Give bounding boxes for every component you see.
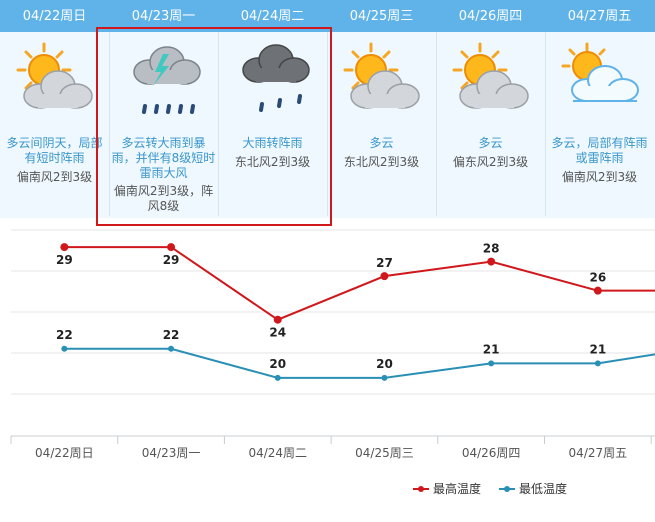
data-point: [487, 257, 496, 266]
x-tick-label: 04/25周三: [355, 446, 414, 460]
x-tick-label: 04/23周一: [142, 446, 201, 460]
temperature-line-chart: 29 29 24 27 28 26 22 22 20 20 21 21 04/22周日 04/23周一 0…: [10, 229, 655, 496]
column-divider: [109, 32, 110, 216]
forecast-day-3: 大雨转阵雨 东北风2到3级: [218, 32, 327, 218]
column-divider: [327, 32, 328, 216]
column-divider: [545, 32, 546, 216]
data-point: [167, 243, 176, 252]
data-point: [594, 360, 601, 367]
data-label: 29: [163, 253, 180, 267]
forecast-day-2: 多云转大雨到暴雨，并伴有8级短时雷雨大风 偏南风2到3级，阵风8级: [109, 32, 218, 218]
column-divider: [436, 32, 437, 216]
wind-info: 偏南风2到3级: [16, 170, 93, 184]
data-label: 24: [269, 326, 286, 340]
legend-marker: [504, 486, 510, 492]
wind-info: 偏南风2到3级，阵风8级: [113, 184, 214, 213]
date-header-6: 04/27周五: [567, 9, 632, 24]
sun-light-cloud-icon: [561, 42, 639, 102]
forecast-date-header: 04/22周日 04/23周一 04/24周二 04/25周三 04/26周四 …: [0, 0, 655, 32]
data-point: [61, 345, 68, 352]
series-line-high: [64, 246, 599, 321]
data-label: 21: [483, 342, 500, 356]
data-point: [168, 345, 175, 352]
date-header-5: 04/26周四: [458, 9, 523, 24]
series-line-continuation: [597, 353, 655, 365]
column-divider: [218, 32, 219, 216]
data-point: [593, 286, 602, 295]
data-point: [60, 243, 69, 252]
legend-label: 最高温度: [433, 481, 481, 496]
wind-info: 偏南风2到3级: [561, 170, 638, 184]
wind-info: 东北风2到3级: [343, 155, 420, 169]
data-point: [273, 315, 282, 324]
weather-description: 大雨转阵雨: [242, 136, 303, 150]
forecast-day-6: 多云，局部有阵雨或雷阵雨 偏南风2到3级: [545, 32, 654, 218]
data-point: [488, 360, 495, 367]
wind-info: 东北风2到3级: [234, 155, 311, 169]
data-label: 28: [483, 242, 500, 256]
weather-description: 多云: [478, 136, 503, 150]
wind-info: 偏东风2到3级: [452, 155, 529, 169]
data-label: 21: [589, 342, 606, 356]
cloud-lightning-rain-icon: [133, 46, 201, 114]
weather-description: 多云间阴天，局部有短时阵雨: [6, 136, 103, 165]
weather-description: 多云转大雨到暴雨，并伴有8级短时雷雨大风: [111, 136, 216, 180]
forecast-day-5: 多云 偏东风2到3级: [436, 32, 545, 218]
legend-label: 最低温度: [519, 481, 567, 496]
x-tick-label: 04/27周五: [569, 446, 628, 460]
temperature-chart: 29 29 24 27 28 26 22 22 20 20 21 21 04/22周日 04/23周一 0…: [0, 218, 655, 518]
data-label: 20: [269, 357, 286, 371]
data-label: 26: [589, 271, 606, 285]
legend-marker: [418, 486, 424, 492]
forecast-day-4: 多云 东北风2到3级: [327, 32, 436, 218]
forecast-panel: 多云间阴天，局部有短时阵雨 偏南风2到3级 多云转大雨到暴雨，并伴有8级短时雷雨…: [0, 32, 655, 218]
sun-cloud-icon: [343, 42, 420, 109]
sun-cloud-icon: [16, 42, 93, 109]
date-header-2: 04/23周一: [131, 9, 196, 24]
x-tick-label: 04/24周二: [248, 446, 307, 460]
data-label: 27: [376, 256, 393, 270]
x-tick-label: 04/26周四: [462, 446, 521, 460]
forecast-day-1: 多云间阴天，局部有短时阵雨 偏南风2到3级: [0, 32, 109, 218]
date-header-3: 04/24周二: [240, 9, 305, 24]
weather-description: 多云，局部有阵雨或雷阵雨: [551, 136, 648, 165]
data-point: [380, 272, 389, 281]
x-tick-label: 04/22周日: [35, 446, 94, 460]
date-header-4: 04/25周三: [349, 9, 414, 24]
data-point: [381, 374, 388, 381]
data-label: 22: [56, 328, 73, 342]
weather-description: 多云: [369, 136, 394, 150]
series-line-low: [64, 347, 598, 379]
data-label: 29: [56, 253, 73, 267]
dark-cloud-rain-icon: [242, 44, 310, 112]
sun-cloud-icon: [452, 42, 529, 109]
data-label: 20: [376, 357, 393, 371]
data-point: [274, 374, 281, 381]
date-header-1: 04/22周日: [22, 9, 87, 24]
data-label: 22: [163, 328, 180, 342]
